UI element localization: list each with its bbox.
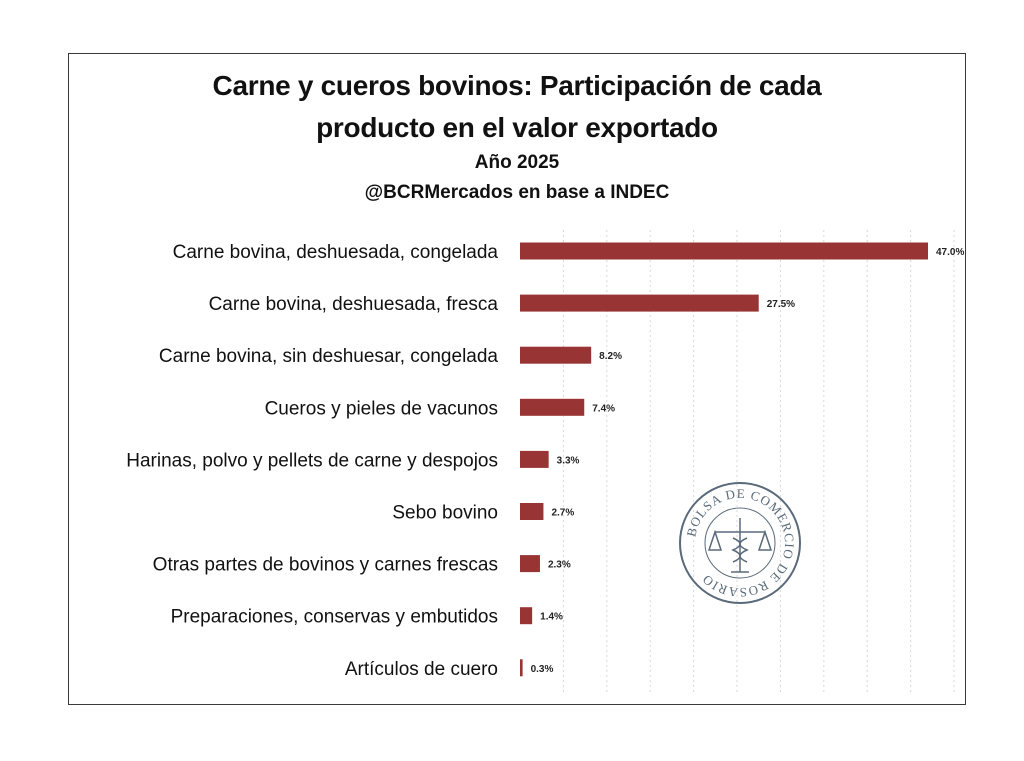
category-label: Preparaciones, conservas y embutidos — [171, 607, 498, 628]
value-label: 3.3% — [557, 455, 580, 466]
value-label: 47.0% — [936, 247, 964, 258]
category-label: Carne bovina, sin deshuesar, congelada — [159, 346, 499, 367]
chart-subtitle-source: @BCRMercados en base a INDEC — [364, 182, 670, 203]
bcr-seal-logo: BOLSA DE COMERCIO DE ROSARIO — [679, 482, 801, 604]
category-labels: Carne bovina, deshuesada, congelada Carne… — [126, 242, 498, 680]
category-label: Artículos de cuero — [345, 659, 498, 680]
value-label: 27.5% — [767, 299, 795, 310]
chart-title-line-2: producto en el valor exportado — [316, 112, 718, 143]
bar — [520, 450, 549, 468]
value-label: 1.4% — [540, 612, 563, 623]
bar — [520, 294, 759, 312]
value-label: 2.3% — [548, 560, 571, 571]
bars — [520, 242, 928, 677]
chart-frame: Carne y cueros bovinos: Participación de… — [68, 53, 966, 705]
value-label: 7.4% — [592, 403, 615, 414]
category-label: Sebo bovino — [392, 503, 498, 524]
category-label: Cueros y pieles de vacunos — [265, 398, 498, 419]
bar — [520, 555, 540, 573]
chart-title-line-1: Carne y cueros bovinos: Participación de… — [212, 70, 822, 101]
bar — [520, 659, 523, 677]
scales-caduceus-icon — [707, 518, 773, 573]
gridlines — [562, 230, 955, 694]
chart-subtitle-year: Año 2025 — [474, 152, 560, 173]
category-label: Carne bovina, deshuesada, congelada — [173, 242, 499, 263]
value-label: 2.7% — [551, 508, 574, 519]
value-label: 0.3% — [531, 664, 554, 675]
bar — [520, 242, 928, 260]
category-label: Harinas, polvo y pellets de carne y desp… — [126, 450, 498, 471]
value-label: 8.2% — [599, 351, 622, 362]
value-labels: 47.0% 27.5% 8.2% 7.4% 3.3% 2.7% 2.3% 1.4% 0.3% — [531, 247, 965, 675]
bar — [520, 346, 592, 364]
category-label: Otras partes de bovinos y carnes frescas — [153, 555, 498, 576]
bar — [520, 398, 585, 416]
bar — [520, 503, 544, 520]
bar-chart: Carne bovina, deshuesada, congelada Carne… — [126, 230, 965, 694]
bar — [520, 607, 533, 625]
category-label: Carne bovina, deshuesada, fresca — [209, 294, 499, 315]
